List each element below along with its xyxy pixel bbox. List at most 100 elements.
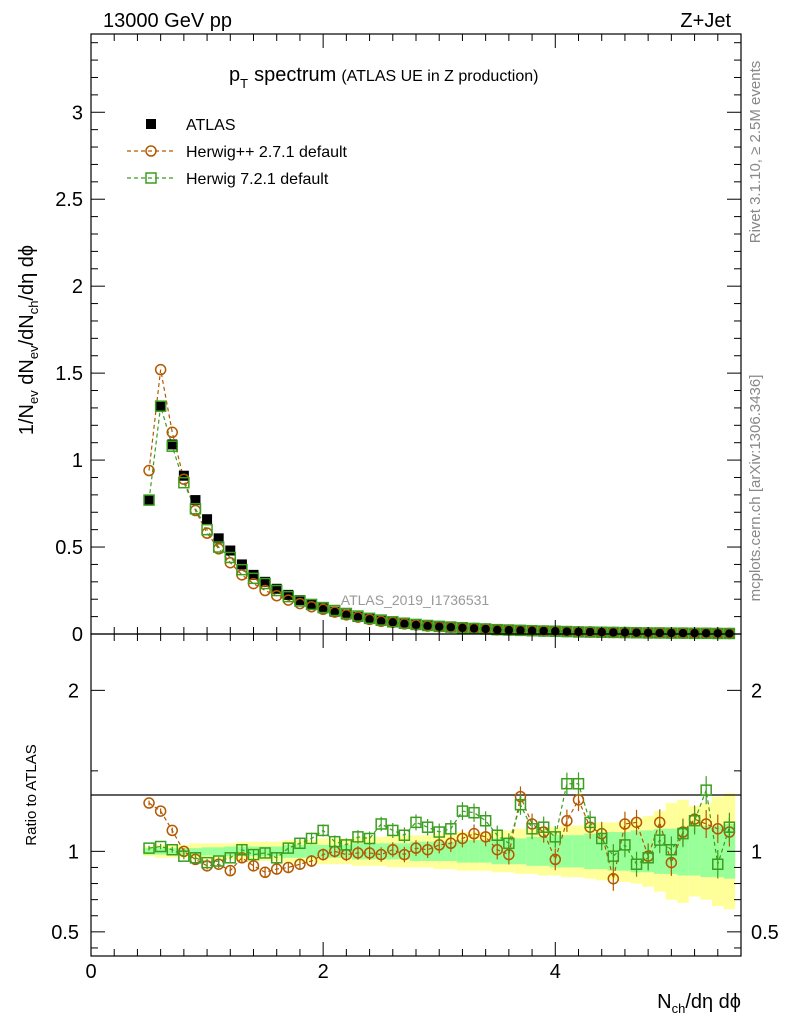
ratio-point-s0-18 [352,847,364,859]
ratio-point-s0-19 [363,847,376,859]
ratio-point-s0-49 [712,823,724,835]
ratio-tick-labels: 0.5 0.5 1 1 2 2 [51,680,779,944]
main-point-s0-14 [306,599,317,610]
ratio-point-s1-12 [282,842,295,854]
ratio-point-s1-28 [468,806,480,819]
main-point-s2-5 [201,523,213,536]
main-point-s0-16 [329,606,340,617]
ratio-point-s0-35 [549,853,562,866]
title-extra: (ATLAS UE in Z production) [341,68,538,85]
ratio-inner-band-4 [189,848,202,855]
main-point-s1-2 [166,426,178,439]
ratio-point-s1-50 [723,821,736,833]
ratio-inner-band-11 [270,846,283,857]
main-point-s0-19 [364,614,375,625]
ratio-point-s1-0 [143,842,155,854]
ratio-point-s1-39 [595,832,608,845]
main-point-s2-17 [340,607,353,620]
main-point-s2-44 [654,627,666,639]
ratio-point-s1-20 [375,818,387,830]
ratio-point-s0-23 [410,842,422,854]
main-point-s2-8 [236,563,248,576]
ratio-point-s1-17 [340,839,353,851]
main-point-s0-26 [445,622,456,633]
main-point-s2-30 [491,623,503,636]
main-point-s0-34 [538,626,549,637]
main-panel: ATLAS_2019_I1736531 0 0.5 1 1.5 2 2.5 3 [55,33,742,646]
plot-title: pT spectrum (ATLAS UE in Z production) [229,64,538,91]
header-energy-label: 13000 GeV pp [103,10,232,32]
x-tick-label: 4 [550,961,561,983]
main-y-tick-label: 0.5 [55,537,83,559]
main-point-s0-11 [271,583,282,594]
ratio-inner-band-34 [537,836,550,866]
ratio-point-s0-40 [607,872,620,885]
ratio-y-axis-label: Ratio to ATLAS [23,744,40,845]
ratio-point-s1-6 [212,855,225,867]
ratio-point-s0-29 [479,831,492,843]
ratio-point-s0-24 [421,843,434,856]
main-point-s0-38 [585,627,596,638]
ratio-point-s1-44 [654,834,666,846]
main-y-tick-label: 2 [72,276,83,298]
main-point-s2-14 [305,598,318,611]
ratio-point-s1-43 [642,852,654,864]
main-point-s2-34 [537,625,550,637]
main-point-s2-22 [398,617,411,629]
main-point-s2-40 [607,626,620,639]
ratio-point-s0-27 [456,832,469,845]
main-point-s0-22 [399,618,410,629]
main-point-s2-21 [387,616,399,628]
legend-marker-2 [145,172,157,184]
ratio-point-s0-12 [282,861,295,874]
ratio-point-s1-33 [526,823,538,835]
ratio-y-tick-label-right: 2 [751,680,762,702]
x-tick-label: 0 [85,961,96,983]
main-y-tick-label: 3 [72,102,83,124]
ratio-inner-band-36 [561,835,573,868]
ratio-point-s1-46 [677,827,689,840]
main-point-s2-1 [154,400,167,412]
main-y-tick-label: 0 [72,624,83,646]
ratio-y-tick-label: 2 [68,680,79,702]
main-point-s0-7 [225,545,236,556]
ratio-point-s1-2 [166,843,178,856]
ratio-inner-band-42 [630,830,643,873]
ratio-point-s1-35 [549,831,562,843]
title-p: p [229,64,240,86]
ratio-point-s1-27 [456,805,469,817]
legend-marker-1 [145,145,157,157]
main-point-s0-28 [469,623,480,634]
ratio-point-s0-1 [154,805,167,817]
main-point-s0-32 [515,625,526,636]
ratio-y-tick-label-right: 0.5 [751,922,779,944]
mcplots-label: mcplots.cern.ch [arXiv:1306.3436] [747,375,764,602]
ratio-inner-band-7 [224,846,237,857]
ratio-point-s1-22 [398,829,411,841]
ratio-panel: 0.5 0.5 1 1 2 2 [51,633,779,957]
ratio-point-s1-41 [619,839,631,851]
main-y-tick-labels: 0 0.5 1 1.5 2 2.5 3 [55,102,83,646]
ratio-point-s1-5 [201,856,213,869]
ratio-y-tick-label-right: 1 [751,841,762,863]
main-point-s0-25 [434,621,445,632]
ratio-point-s1-24 [421,821,434,833]
main-point-s0-15 [318,603,329,614]
ratio-inner-band-38 [584,833,596,870]
x-tick-label: 2 [318,961,329,983]
main-point-s2-32 [514,624,527,637]
main-point-s2-3 [178,476,190,489]
ratio-inner-band-27 [456,840,469,863]
ratio-axis-ticks [90,634,742,956]
main-point-s2-46 [677,627,689,639]
ratio-point-s1-29 [479,815,492,827]
main-point-s2-16 [329,604,341,617]
ratio-point-s0-22 [398,848,411,861]
main-point-s2-7 [224,551,237,564]
main-point-s0-9 [248,569,259,580]
ratio-inner-band-5 [201,847,213,856]
ratio-point-s1-32 [514,798,527,811]
ratio-point-s1-4 [189,852,202,864]
legend: ATLAS Herwig++ 2.7.1 default Herwig 7.2.1 … [127,117,348,188]
main-point-s2-24 [421,619,434,632]
